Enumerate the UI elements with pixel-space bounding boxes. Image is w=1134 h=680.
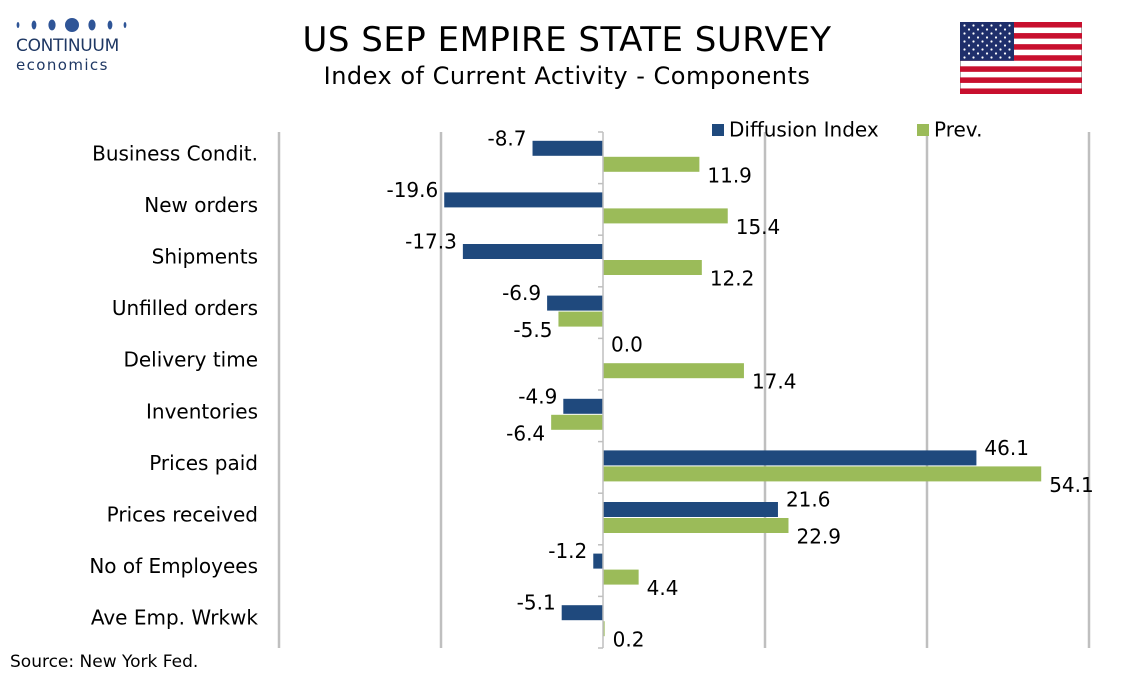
labels: Business Condit. New orders Shipments Unf… bbox=[89, 126, 1093, 651]
logo-name: CONTINUUM bbox=[16, 36, 119, 56]
legend: Diffusion Index Prev. bbox=[712, 118, 982, 142]
bar-prev bbox=[603, 518, 789, 533]
data-label-diffusion-index: -1.2 bbox=[548, 539, 587, 563]
bar-diffusion-index bbox=[561, 605, 603, 621]
bar-prev bbox=[551, 414, 603, 430]
bar-prev bbox=[603, 569, 639, 585]
bars bbox=[444, 140, 1042, 637]
data-label-prev: 4.4 bbox=[647, 576, 679, 600]
data-label-diffusion-index: -5.1 bbox=[517, 591, 556, 615]
category-label: New orders bbox=[144, 193, 258, 217]
data-label-diffusion-index: -8.7 bbox=[487, 126, 526, 150]
bar-diffusion-index bbox=[603, 450, 977, 466]
data-label-prev: 15.4 bbox=[736, 215, 781, 239]
category-label: Inventories bbox=[146, 399, 258, 423]
category-label: Shipments bbox=[152, 245, 258, 269]
legend-label: Prev. bbox=[934, 118, 982, 142]
data-label-diffusion-index: -4.9 bbox=[518, 384, 557, 408]
chart-subtitle: Index of Current Activity - Components bbox=[323, 62, 811, 90]
logo-dots-icon bbox=[16, 18, 127, 32]
bar-prev bbox=[603, 621, 605, 637]
bar-prev bbox=[603, 363, 744, 379]
bar-prev bbox=[603, 208, 728, 224]
data-label-prev: 17.4 bbox=[752, 370, 797, 394]
bar-diffusion-index bbox=[593, 553, 603, 569]
bar-chart: Business Condit. New orders Shipments Unf… bbox=[89, 118, 1093, 652]
data-label-prev: 22.9 bbox=[796, 525, 841, 549]
category-label: Ave Emp. Wrkwk bbox=[91, 606, 259, 630]
bar-diffusion-index bbox=[603, 502, 778, 517]
category-label: Business Condit. bbox=[92, 141, 258, 165]
data-label-prev: 11.9 bbox=[707, 163, 752, 187]
source-note: Source: New York Fed. bbox=[10, 652, 199, 672]
category-label: Unfilled orders bbox=[112, 296, 258, 320]
data-label-prev: 12.2 bbox=[710, 267, 755, 291]
legend-swatch-prev bbox=[917, 124, 929, 136]
axis bbox=[598, 131, 604, 649]
data-label-prev: -6.4 bbox=[506, 421, 545, 445]
data-label-diffusion-index: -6.9 bbox=[502, 281, 541, 305]
data-label-diffusion-index: 0.0 bbox=[611, 333, 643, 357]
bar-diffusion-index bbox=[547, 295, 603, 311]
category-label: No of Employees bbox=[89, 554, 258, 578]
data-label-prev: -5.5 bbox=[513, 318, 552, 342]
category-label: Prices received bbox=[107, 503, 258, 527]
category-label: Delivery time bbox=[123, 348, 258, 372]
bar-diffusion-index bbox=[444, 192, 603, 208]
logo-subtitle: economics bbox=[16, 56, 109, 74]
bar-diffusion-index bbox=[532, 140, 603, 156]
legend-swatch-diffusion-index bbox=[712, 124, 724, 136]
continuum-logo: CONTINUUM economics bbox=[14, 14, 134, 74]
bar-diffusion-index bbox=[563, 398, 603, 414]
bar-diffusion-index bbox=[462, 244, 603, 259]
bar-prev bbox=[558, 311, 603, 327]
gridlines bbox=[277, 132, 1091, 648]
bar-prev bbox=[603, 260, 702, 275]
data-label-diffusion-index: 21.6 bbox=[786, 488, 831, 512]
data-label-prev: 0.2 bbox=[613, 628, 645, 652]
category-label: Prices paid bbox=[149, 451, 258, 475]
data-label-prev: 54.1 bbox=[1049, 473, 1094, 497]
data-label-diffusion-index: -17.3 bbox=[405, 230, 457, 254]
us-flag-icon bbox=[960, 22, 1082, 94]
data-label-diffusion-index: 46.1 bbox=[984, 436, 1029, 460]
legend-label: Diffusion Index bbox=[729, 118, 879, 142]
bar-prev bbox=[603, 156, 700, 172]
data-label-diffusion-index: -19.6 bbox=[386, 178, 438, 202]
chart-title: US SEP EMPIRE STATE SURVEY bbox=[302, 20, 832, 60]
bar-prev bbox=[603, 466, 1042, 482]
